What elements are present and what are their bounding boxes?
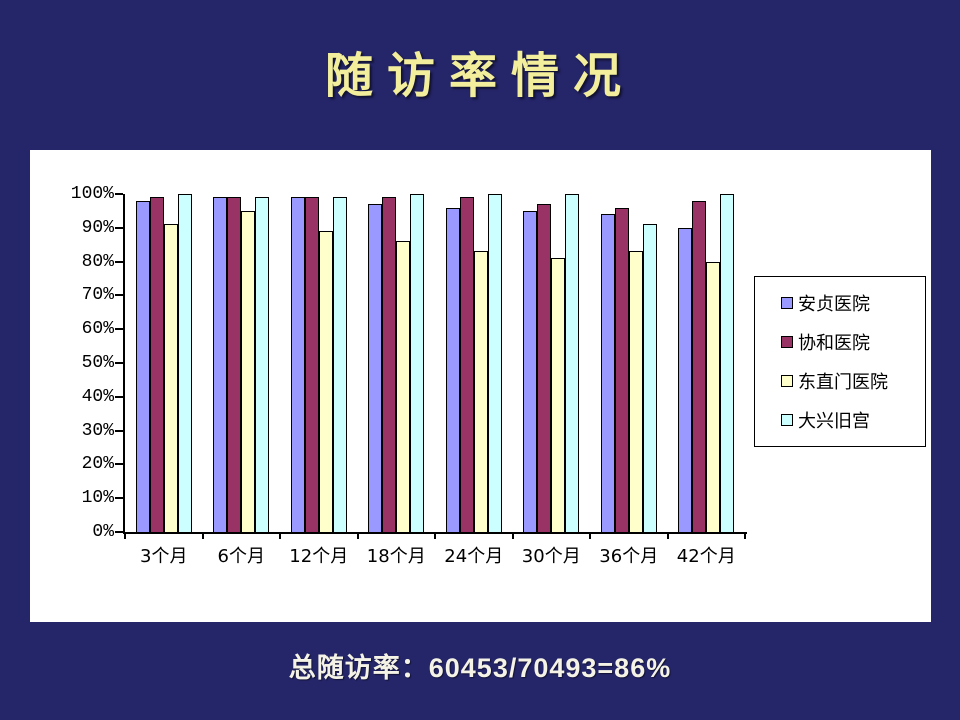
y-tick (115, 429, 123, 432)
y-tick-label: 20% (81, 454, 114, 475)
x-tick (124, 532, 126, 539)
y-tick (115, 395, 123, 398)
legend-item: 协和医院 (781, 329, 925, 355)
x-tick (201, 532, 204, 539)
bar (290, 197, 305, 532)
x-axis-label: 42个月 (676, 546, 736, 567)
bar (149, 197, 164, 532)
bar (678, 227, 693, 532)
legend-item: 东直门医院 (781, 368, 925, 394)
bar (241, 210, 256, 532)
bar (523, 210, 538, 532)
bar (396, 241, 411, 532)
bar (332, 197, 347, 532)
x-axis-label: 6个月 (217, 546, 265, 567)
y-tick-label: 10% (81, 488, 114, 509)
y-tick (115, 531, 123, 533)
bar (227, 197, 242, 532)
bar (565, 194, 580, 532)
x-axis-label: 18个月 (366, 546, 426, 567)
legend-label: 安贞医院 (798, 294, 870, 315)
bar (487, 194, 502, 532)
y-tick-label: 70% (81, 285, 114, 306)
y-tick (115, 328, 123, 331)
total-followup-rate-text: 总随访率：60453/70493=86% (288, 653, 672, 683)
bar-group (125, 194, 203, 532)
legend: 安贞医院协和医院东直门医院大兴旧宫 (754, 276, 926, 447)
legend-label: 东直门医院 (798, 372, 888, 393)
y-tick-label: 80% (81, 251, 114, 272)
bar (537, 204, 552, 532)
legend-label: 大兴旧宫 (798, 411, 870, 432)
bar (600, 214, 615, 532)
y-tick (115, 260, 123, 263)
legend-item: 安贞医院 (781, 290, 925, 316)
bar-group (203, 194, 281, 532)
bar (368, 204, 383, 532)
legend-swatch (781, 414, 793, 426)
bar (163, 224, 178, 532)
y-tick-label: 100% (70, 184, 114, 204)
bar-group (435, 194, 513, 532)
bar (706, 261, 721, 532)
y-tick (115, 193, 123, 195)
bar (473, 251, 488, 532)
x-tick (356, 532, 359, 539)
bar-group (668, 194, 746, 532)
bar (551, 258, 566, 532)
bar (177, 194, 192, 532)
x-axis-label: 36个月 (599, 546, 659, 567)
x-tick (279, 532, 281, 539)
x-axis-label: 3个月 (140, 546, 188, 567)
x-tick (511, 532, 514, 539)
y-tick-label: 90% (81, 217, 114, 238)
x-tick (744, 532, 746, 539)
bar-group (358, 194, 436, 532)
legend-swatch (781, 336, 793, 348)
bar-group (590, 194, 668, 532)
y-tick (115, 362, 123, 364)
bar (628, 251, 643, 532)
bar (445, 207, 460, 532)
bar (614, 207, 629, 532)
x-tick (666, 532, 669, 539)
chart-area: 0% 10% 20% 30% 40% 50% 60% 70% 80% 90% 100% 3个月 6个月… (30, 150, 931, 622)
y-tick (115, 294, 123, 297)
y-tick-label: 60% (81, 319, 114, 340)
y-tick (115, 226, 123, 229)
legend-swatch (781, 375, 793, 387)
x-axis-label: 24个月 (444, 546, 504, 567)
legend-swatch (781, 297, 793, 309)
bar (642, 224, 657, 532)
bar (382, 197, 397, 532)
x-axis-label: 30个月 (521, 546, 581, 567)
y-tick (115, 497, 123, 500)
bar (213, 197, 228, 532)
bar (410, 194, 425, 532)
slide-title: 随访率情况 (324, 50, 635, 103)
x-tick (589, 532, 591, 539)
bar (692, 200, 707, 532)
bar-group (513, 194, 591, 532)
bar (459, 197, 474, 532)
y-axis-line (123, 194, 125, 534)
bar-group (280, 194, 358, 532)
plot-area (125, 194, 745, 532)
y-tick-label: 0% (92, 522, 114, 542)
y-tick-label: 50% (81, 353, 114, 373)
bar (135, 200, 150, 532)
legend-item: 大兴旧宫 (781, 407, 925, 433)
x-axis-label: 12个月 (289, 546, 349, 567)
bar (720, 194, 735, 532)
y-tick-label: 40% (81, 386, 114, 407)
y-tick (115, 463, 123, 466)
bar (318, 231, 333, 532)
bar (255, 197, 270, 532)
legend-label: 协和医院 (798, 333, 870, 354)
x-tick (434, 532, 436, 539)
y-tick-label: 30% (81, 420, 114, 441)
bar (304, 197, 319, 532)
